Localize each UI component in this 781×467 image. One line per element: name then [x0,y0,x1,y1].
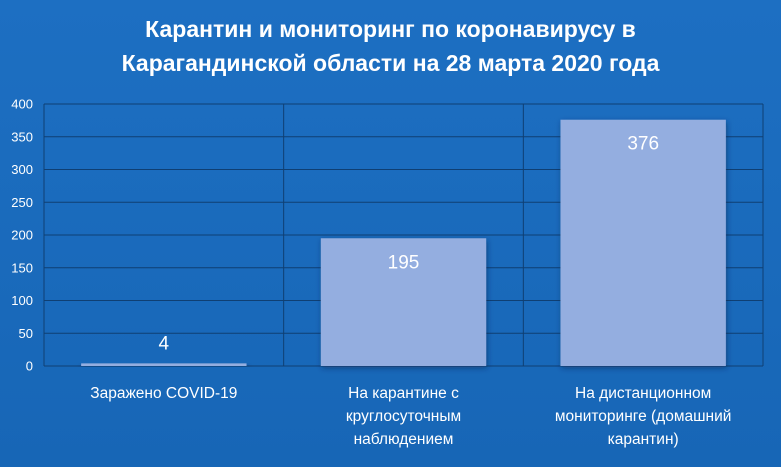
chart-title-line-1: Карантин и мониторинг по коронавирусу в [145,16,636,42]
data-label: 195 [388,252,420,273]
x-tick-label: мониторинге (домашний [555,408,732,425]
chart-title-line-2: Карагандинской области на 28 марта 2020 … [121,50,660,76]
y-tick-label: 0 [26,359,33,374]
y-tick-label: 50 [19,326,33,341]
x-tick-label: На карантине с [348,385,459,402]
x-tick-label: наблюдением [354,431,454,448]
chart-title: Карантин и мониторинг по коронавирусу в … [0,12,781,80]
y-tick-label: 100 [11,293,33,308]
x-tick-label: Заражено COVID-19 [90,385,237,402]
data-label: 4 [159,333,170,354]
bar [81,363,247,366]
y-tick-label: 250 [11,195,33,210]
y-tick-label: 350 [11,129,33,144]
bar [560,119,726,366]
x-tick-label: На дистанционном [575,385,711,402]
y-tick-label: 400 [11,97,33,112]
y-tick-label: 300 [11,162,33,177]
bar [320,238,487,366]
x-tick-label: карантин) [608,431,679,448]
y-tick-label: 150 [11,260,33,275]
y-tick-label: 200 [11,228,33,243]
x-tick-label: круглосуточным [346,408,461,425]
data-label: 376 [627,134,659,155]
